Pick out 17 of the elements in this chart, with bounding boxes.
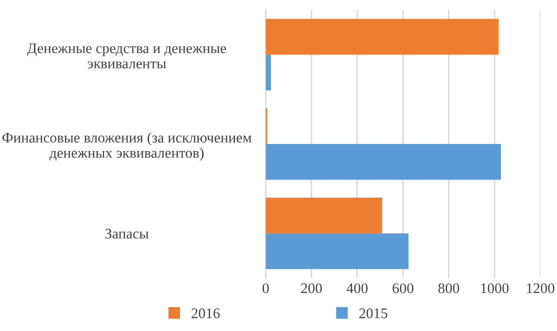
x-tick-label: 400 (346, 283, 368, 294)
bar (266, 233, 408, 270)
legend-label: 2016 (192, 308, 220, 318)
bar (266, 54, 271, 90)
legend-label: 2015 (359, 308, 388, 318)
x-tick-label: 1200 (526, 283, 554, 294)
x-tick-label: 600 (392, 283, 414, 294)
y-tick-label: Денежные средства и денежные эквиваленты (27, 44, 226, 68)
x-tick-label: 800 (438, 283, 460, 294)
y-tick-label: Запасы (105, 228, 149, 239)
bar (266, 18, 499, 55)
bar (266, 198, 382, 234)
x-tick-label: 1000 (481, 283, 509, 294)
x-tick-label: 0 (262, 283, 269, 294)
x-tick-label: 200 (301, 283, 322, 294)
bar (266, 144, 501, 180)
y-tick-label: Финансовые вложения (за исключением денежных эквивалентов) (2, 132, 252, 161)
